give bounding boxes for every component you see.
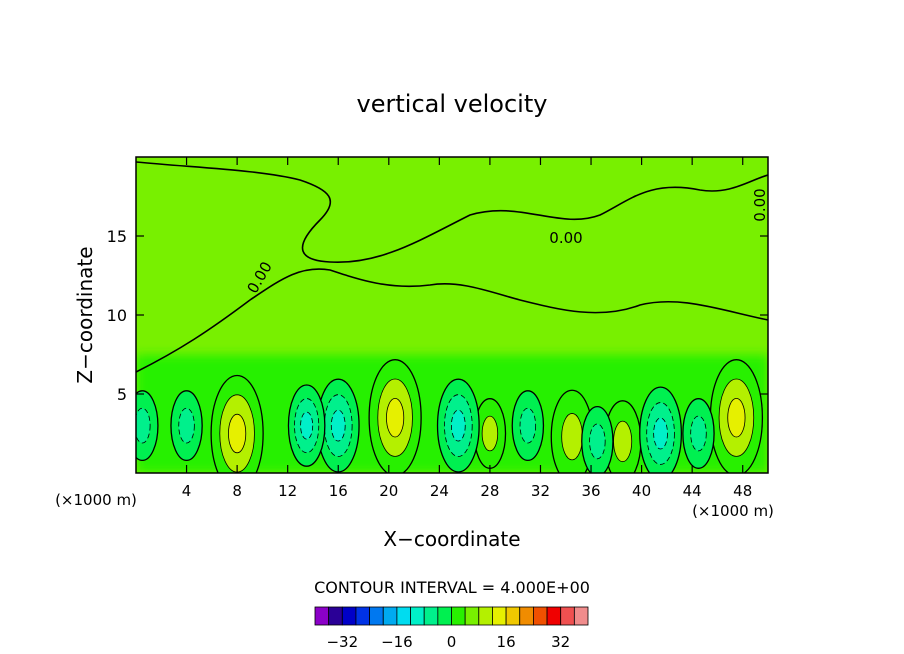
y-axis: 5 10 15: [107, 227, 768, 404]
colorbar-swatch: [410, 606, 425, 626]
velocity-contour: [450, 409, 466, 442]
velocity-cell: [581, 405, 614, 473]
colorbar-swatch: [492, 606, 507, 626]
colorbar-swatch: [519, 606, 534, 626]
x-tick-label: 32: [531, 482, 550, 500]
velocity-contour: [519, 407, 537, 444]
velocity-contour: [178, 407, 195, 444]
colorbar-swatch: [369, 606, 384, 626]
colorbar-swatch: [328, 606, 343, 626]
colorbar-swatch: [341, 606, 357, 626]
x-tick-label: 48: [733, 482, 752, 500]
colorbar-swatch: [423, 606, 439, 626]
contour-label-right: 0.00: [751, 188, 769, 221]
velocity-cell: [639, 386, 683, 473]
velocity-contour: [330, 409, 346, 442]
velocity-contour: [136, 407, 151, 444]
velocity-cell: [511, 390, 545, 462]
x-tick-label: 36: [581, 482, 600, 500]
y-tick-label: 5: [117, 385, 127, 404]
colorbar-swatch: [382, 606, 398, 626]
colorbar-tick-label: 0: [447, 633, 457, 651]
colorbar-tick-label: 16: [497, 633, 516, 651]
contour-lines: [136, 161, 768, 373]
velocity-contour: [727, 397, 746, 438]
colorbar-swatch: [451, 606, 466, 626]
y-tick-label: 10: [107, 306, 127, 325]
chart-title: vertical velocity: [357, 90, 548, 118]
colorbar-swatch: [396, 606, 411, 626]
velocity-contour: [589, 423, 606, 460]
colorbar-swatch: [314, 606, 330, 626]
velocity-cells: [136, 359, 764, 473]
colorbar-swatch: [437, 606, 452, 626]
colorbar: −32 −16 0 16 32: [314, 606, 589, 651]
velocity-contour: [653, 417, 668, 450]
colorbar-swatch: [533, 606, 548, 626]
y-axis-label: Z−coordinate: [73, 246, 97, 383]
colorbar-tick-label: −32: [326, 633, 358, 651]
velocity-contour: [690, 415, 707, 452]
velocity-contour: [228, 413, 247, 454]
velocity-cell: [473, 398, 507, 469]
colorbar-swatch: [478, 606, 493, 626]
x-axis-label: X−coordinate: [383, 527, 520, 551]
x-unit-left: (×1000 m): [55, 491, 137, 509]
colorbar-swatch: [573, 606, 589, 626]
contour-zero-top: [136, 161, 768, 264]
velocity-contour: [386, 397, 405, 438]
plot-area: 0.00 0.00 0.00: [136, 157, 769, 473]
velocity-cell: [287, 384, 326, 467]
x-unit-right: (×1000 m): [692, 502, 774, 520]
velocity-contour: [300, 411, 314, 440]
x-tick-label: 12: [278, 482, 297, 500]
velocity-cell: [170, 390, 203, 462]
velocity-contour: [613, 420, 633, 463]
velocity-cell: [316, 378, 360, 473]
x-tick-label: 20: [379, 482, 398, 500]
x-tick-label: 8: [232, 482, 242, 500]
velocity-cell: [682, 398, 715, 469]
y-tick-label: 15: [107, 227, 127, 246]
colorbar-swatch: [355, 606, 371, 626]
colorbar-swatch: [464, 606, 480, 626]
x-tick-label: 28: [480, 482, 499, 500]
x-tick-label: 4: [182, 482, 192, 500]
colorbar-swatch: [546, 606, 562, 626]
velocity-cell: [136, 390, 159, 462]
colorbar-tick-label: 32: [551, 633, 570, 651]
colorbar-tick-label: −16: [381, 633, 413, 651]
velocity-cell: [436, 378, 480, 473]
colorbar-swatch: [505, 606, 521, 626]
x-tick-label: 16: [329, 482, 348, 500]
colorbar-swatch: [560, 606, 575, 626]
velocity-cell: [368, 359, 422, 473]
velocity-contour: [561, 413, 583, 461]
velocity-cell: [709, 359, 764, 473]
x-axis: 4 8 12 16 20 24 28 32 36 40 44 48: [182, 157, 752, 500]
contour-interval-text: CONTOUR INTERVAL = 4.000E+00: [314, 578, 590, 597]
x-tick-label: 24: [430, 482, 449, 500]
contour-zero-upper: [136, 268, 768, 373]
velocity-cell: [210, 374, 264, 473]
x-tick-label: 40: [632, 482, 651, 500]
velocity-contour: [481, 415, 499, 452]
x-tick-label: 44: [683, 482, 702, 500]
contour-label-mid: 0.00: [549, 229, 582, 247]
